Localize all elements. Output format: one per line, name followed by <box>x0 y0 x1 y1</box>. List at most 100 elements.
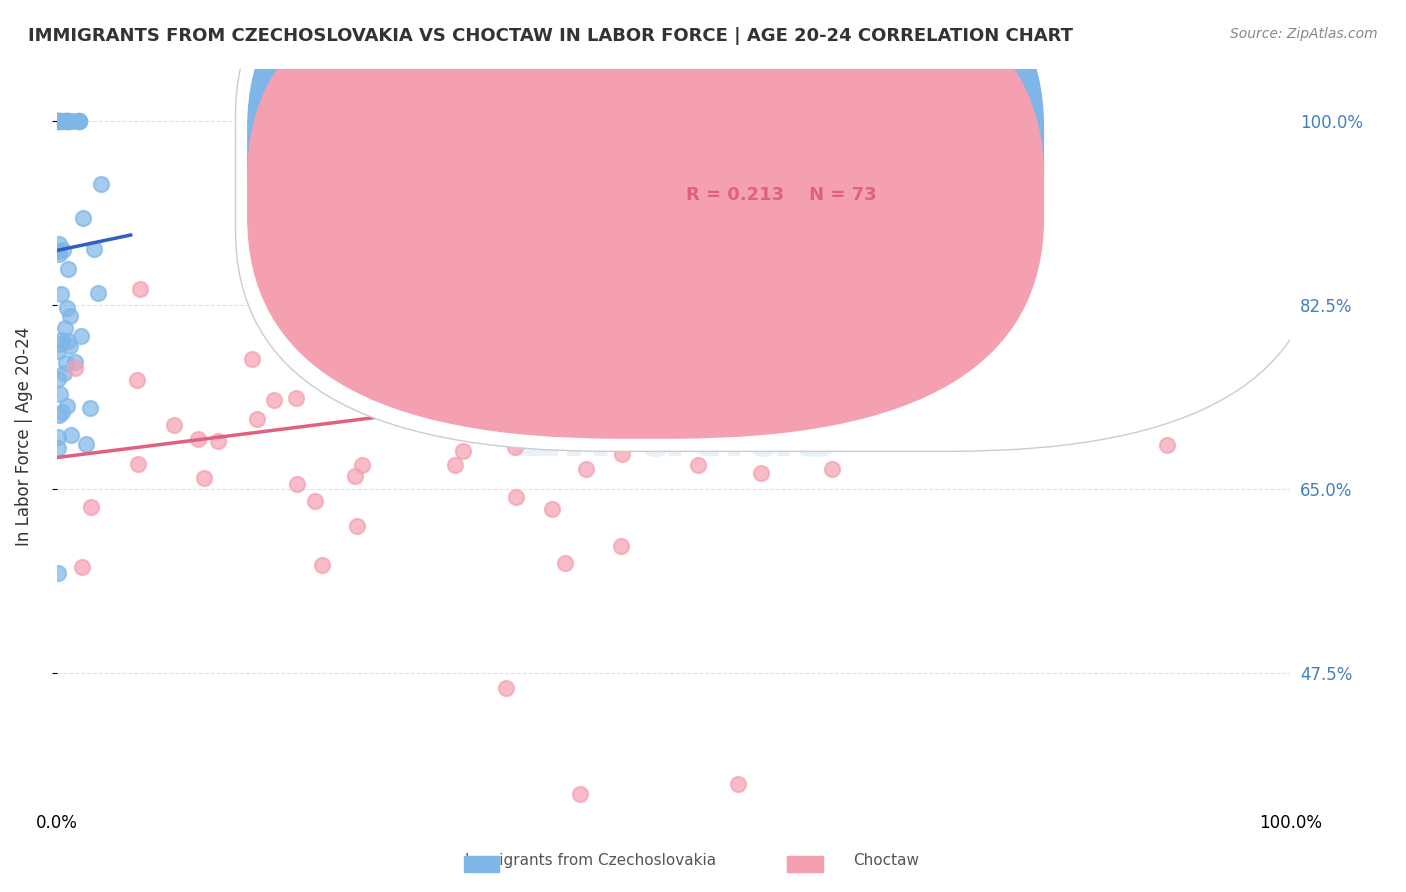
Point <box>344 468 367 483</box>
Point <box>568 160 591 174</box>
Point <box>606 354 628 368</box>
Point <box>87 286 110 301</box>
Point <box>825 379 848 393</box>
Point <box>51 333 73 347</box>
Point <box>346 518 368 533</box>
Point <box>728 260 751 275</box>
Point <box>512 417 534 432</box>
Point <box>53 114 76 128</box>
Point <box>53 321 76 335</box>
FancyBboxPatch shape <box>235 0 1322 451</box>
Point <box>839 357 862 371</box>
Point <box>641 239 664 253</box>
Point <box>59 309 82 323</box>
Point <box>321 377 343 392</box>
Point <box>70 329 93 343</box>
Point <box>46 114 69 128</box>
Point <box>72 211 94 226</box>
Point <box>55 114 77 128</box>
Text: Choctaw: Choctaw <box>853 854 918 868</box>
Point <box>59 339 82 353</box>
Point <box>46 114 69 128</box>
Point <box>759 273 782 287</box>
Point <box>49 387 72 401</box>
Point <box>48 114 70 128</box>
Point <box>49 286 72 301</box>
Point <box>163 418 186 433</box>
Point <box>800 384 823 398</box>
Point <box>49 336 72 351</box>
Point <box>575 462 598 476</box>
Point <box>568 787 591 801</box>
Text: R = 0.213    N = 73: R = 0.213 N = 73 <box>686 186 876 204</box>
Point <box>610 447 633 461</box>
Point <box>46 372 69 386</box>
Point <box>359 355 381 369</box>
Point <box>741 368 763 383</box>
Point <box>554 556 576 570</box>
Text: Immigrants from Czechoslovakia: Immigrants from Czechoslovakia <box>465 854 716 868</box>
Point <box>46 566 69 581</box>
Point <box>285 391 308 405</box>
Point <box>46 114 69 128</box>
Point <box>79 401 101 415</box>
Point <box>686 458 709 473</box>
Point <box>127 457 149 471</box>
Point <box>56 114 79 128</box>
Point <box>51 405 73 419</box>
Point <box>1156 438 1178 452</box>
Point <box>685 356 707 370</box>
Text: IMMIGRANTS FROM CZECHOSLOVAKIA VS CHOCTAW IN LABOR FORCE | AGE 20-24 CORRELATION: IMMIGRANTS FROM CZECHOSLOVAKIA VS CHOCTA… <box>28 27 1073 45</box>
Point <box>52 243 75 257</box>
Point <box>55 114 77 128</box>
Point <box>193 470 215 484</box>
Text: R = 0.519    N = 58: R = 0.519 N = 58 <box>686 135 876 153</box>
Point <box>46 344 69 359</box>
Point <box>49 114 72 128</box>
Point <box>458 318 481 332</box>
Point <box>304 494 326 508</box>
Point <box>683 324 706 338</box>
Point <box>796 419 818 434</box>
Point <box>450 231 472 245</box>
Point <box>53 114 76 128</box>
Point <box>80 500 103 515</box>
Point <box>779 287 801 301</box>
Point <box>1180 114 1202 128</box>
FancyBboxPatch shape <box>247 0 1043 438</box>
Point <box>276 329 298 343</box>
Y-axis label: In Labor Force | Age 20-24: In Labor Force | Age 20-24 <box>15 327 32 546</box>
Point <box>364 194 387 208</box>
Point <box>263 393 285 408</box>
Point <box>761 268 783 283</box>
Point <box>48 114 70 128</box>
Point <box>505 491 527 505</box>
Point <box>90 177 112 191</box>
Point <box>46 114 69 128</box>
Point <box>56 301 79 316</box>
Point <box>46 430 69 444</box>
Point <box>606 379 628 393</box>
Point <box>285 476 308 491</box>
Point <box>645 392 668 407</box>
Point <box>46 114 69 128</box>
Text: Source: ZipAtlas.com: Source: ZipAtlas.com <box>1230 27 1378 41</box>
Point <box>818 365 841 379</box>
Point <box>503 440 526 454</box>
Point <box>337 357 360 371</box>
Point <box>67 114 90 128</box>
Point <box>48 247 70 261</box>
Point <box>63 360 86 375</box>
Point <box>510 291 533 305</box>
Point <box>626 303 648 318</box>
Point <box>63 355 86 369</box>
Point <box>778 315 800 329</box>
Point <box>52 366 75 380</box>
Point <box>696 396 718 410</box>
Point <box>541 501 564 516</box>
Point <box>58 114 80 128</box>
Point <box>727 777 749 791</box>
Point <box>49 114 72 128</box>
Point <box>207 434 229 448</box>
Point <box>58 114 80 128</box>
